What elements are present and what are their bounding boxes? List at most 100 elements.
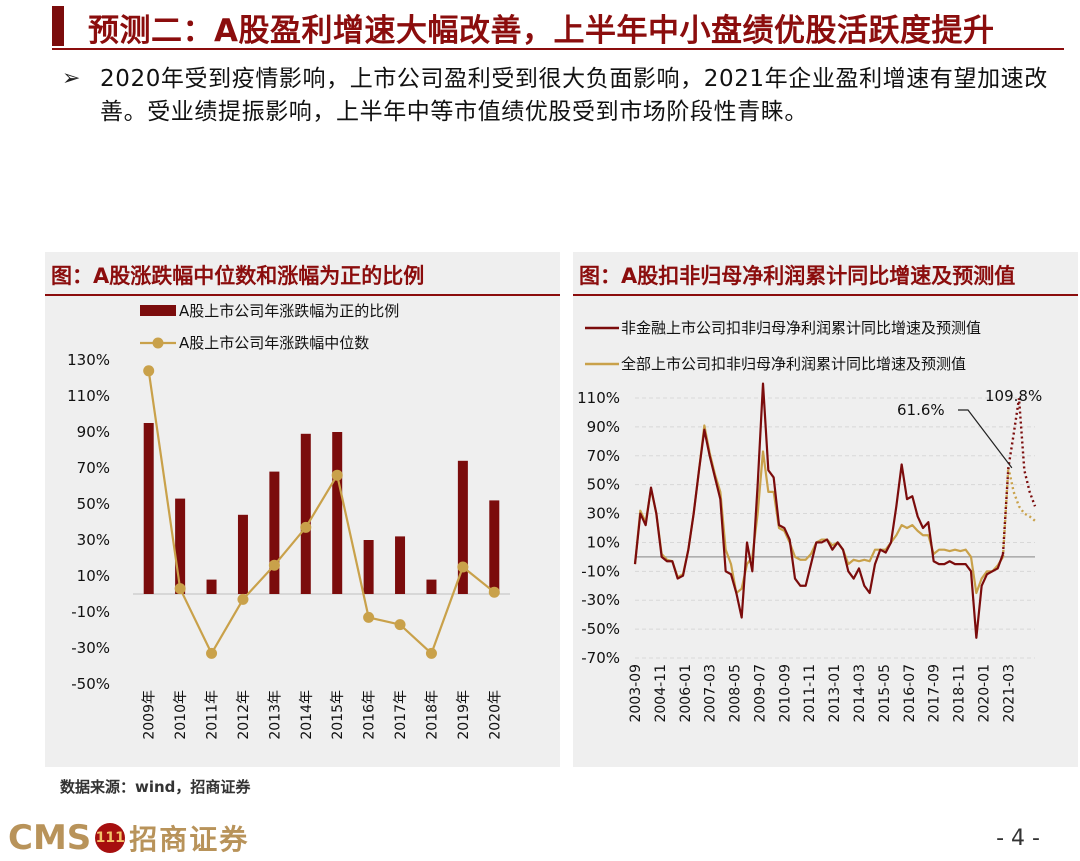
bar	[143, 423, 154, 594]
median-point	[331, 469, 343, 481]
x-tick-label: 2009-07	[752, 664, 768, 723]
logo-cn-text: 招商证券	[129, 823, 250, 856]
x-tick-label: 2021-03	[1001, 664, 1017, 723]
x-tick-label: 2020-01	[976, 664, 992, 723]
logo-cms-text: CMS	[8, 818, 92, 858]
forecast-series-line	[1001, 467, 1036, 557]
x-tick-label: 2013-01	[827, 664, 843, 723]
profit-series-line	[633, 382, 1005, 639]
y-tick-label: -10%	[71, 603, 110, 621]
y-tick-label: 50%	[587, 476, 620, 494]
median-point	[268, 559, 280, 571]
data-source-note: 数据来源：wind，招商证券	[60, 778, 251, 796]
y-tick-label: 30%	[587, 505, 620, 523]
title-accent-mark	[52, 6, 64, 46]
y-tick-label: -30%	[71, 639, 110, 657]
x-tick-label: 2008-05	[728, 664, 744, 723]
legend-line-marker	[152, 337, 164, 349]
annotation-leader-line	[958, 409, 1013, 469]
bar	[300, 433, 311, 594]
left-chart-title: 图：A股涨跌幅中位数和涨幅为正的比例	[51, 264, 425, 288]
legend-line-label: 非金融上市公司扣非归母净利润累计同比增速及预测值	[621, 319, 981, 337]
title-divider	[52, 48, 1064, 50]
x-tick-label: 2013年	[267, 690, 283, 740]
right-chart-title-rule	[573, 294, 1078, 296]
median-series-line	[147, 370, 495, 656]
y-tick-label: 130%	[67, 351, 110, 369]
x-tick-label: 2010-09	[777, 664, 793, 723]
y-tick-label: 70%	[77, 459, 110, 477]
forecast-series-line	[1001, 398, 1037, 555]
x-tick-label: 2010年	[173, 690, 189, 740]
bar	[363, 540, 374, 594]
bar	[175, 498, 186, 594]
bar	[332, 432, 343, 594]
y-tick-label: 10%	[587, 533, 620, 551]
right-chart-panel: 图：A股扣非归母净利润累计同比增速及预测值 110% 90% 70% 50% 30% 10…	[573, 252, 1078, 767]
x-tick-label: 2004-11	[653, 664, 669, 723]
bar	[206, 579, 217, 594]
x-tick-label: 2014年	[299, 690, 315, 740]
right-chart-title: 图：A股扣非归母净利润累计同比增速及预测值	[579, 264, 1016, 288]
bar	[269, 471, 280, 594]
x-tick-label: 2007-03	[703, 664, 719, 723]
median-point	[237, 593, 249, 605]
page-title: 预测二：A股盈利增速大幅改善，上半年中小盘绩优股活跃度提升	[88, 13, 995, 49]
legend-line-label: 全部上市公司扣非归母净利润累计同比增速及预测值	[621, 355, 966, 373]
y-tick-label: -10%	[581, 562, 620, 580]
bar	[395, 536, 406, 594]
bar	[489, 500, 500, 594]
x-tick-label: 2015-05	[877, 664, 893, 723]
x-tick-label: 2019年	[456, 690, 472, 740]
bar	[426, 579, 437, 594]
median-point	[300, 521, 312, 533]
x-tick-label: 2006-01	[678, 664, 694, 723]
x-tick-label: 2014-03	[852, 664, 868, 723]
left-chart-title-rule	[45, 294, 560, 296]
logo-emblem-icon: 111	[95, 823, 126, 853]
x-tick-label: 2017年	[393, 690, 409, 740]
page-number: - 4 -	[996, 826, 1040, 851]
median-point	[363, 611, 375, 623]
median-point	[488, 586, 500, 598]
x-tick-label: 2016年	[362, 690, 378, 740]
median-point	[457, 561, 469, 573]
x-tick-label: 2020年	[487, 690, 503, 740]
bar-line-chart: 130% 110% 90% 70% 50% 30% 10% -10% -30% -50% 2009年…	[67, 302, 510, 740]
x-tick-label: 2011-11	[802, 664, 818, 723]
median-point	[174, 583, 186, 595]
bullet-arrow-icon: ➢	[62, 66, 81, 91]
cms-logo: CMS 111 招商证券	[8, 818, 249, 858]
y-tick-label: 110%	[577, 389, 620, 407]
y-tick-label: 90%	[587, 418, 620, 436]
annotation-label: 61.6%	[897, 401, 945, 419]
x-tick-label: 2003-09	[628, 664, 644, 723]
legend-bar-label: A股上市公司年涨跌幅为正的比例	[179, 302, 399, 320]
bar	[237, 514, 248, 594]
y-tick-label: -50%	[71, 675, 110, 693]
x-tick-label: 2009年	[142, 690, 158, 740]
y-tick-label: 110%	[67, 387, 110, 405]
y-tick-label: -30%	[581, 591, 620, 609]
y-tick-label: -50%	[581, 620, 620, 638]
summary-text: 2020年受到疫情影响，上市公司盈利受到很大负面影响，2021年企业盈利增速有望…	[100, 66, 1048, 125]
y-tick-label: -70%	[581, 649, 620, 667]
x-tick-label: 2015年	[330, 690, 346, 740]
median-point	[394, 619, 406, 631]
annotation-label: 109.8%	[985, 387, 1042, 405]
y-tick-label: 50%	[77, 495, 110, 513]
median-point	[143, 365, 155, 377]
profit-series-line	[633, 424, 1004, 595]
legend-line-label: A股上市公司年涨跌幅中位数	[179, 334, 369, 352]
x-tick-label: 2012年	[236, 690, 252, 740]
median-point	[206, 647, 218, 659]
bar	[457, 460, 468, 594]
x-tick-label: 2018-11	[952, 664, 968, 723]
x-tick-label: 2018年	[424, 690, 440, 740]
y-tick-label: 30%	[77, 531, 110, 549]
legend-bar-swatch	[140, 305, 176, 316]
x-tick-label: 2016-07	[902, 664, 918, 723]
left-chart-panel: 图：A股涨跌幅中位数和涨幅为正的比例 130% 110% 90% 70% 50% 30% 1…	[45, 252, 560, 767]
median-point	[425, 647, 437, 659]
y-tick-label: 70%	[587, 447, 620, 465]
